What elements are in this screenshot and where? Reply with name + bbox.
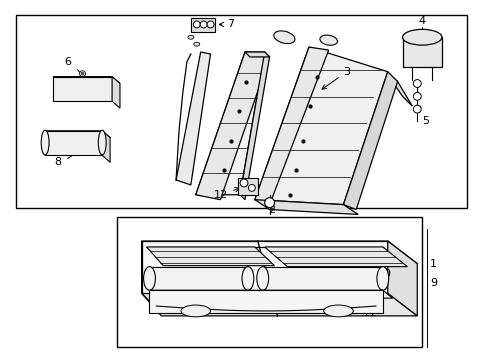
- Text: 7: 7: [219, 19, 234, 30]
- Circle shape: [193, 21, 200, 28]
- Polygon shape: [112, 77, 120, 108]
- Circle shape: [240, 179, 247, 187]
- Polygon shape: [53, 77, 112, 101]
- Text: 4: 4: [418, 15, 425, 26]
- Text: 12: 12: [214, 188, 239, 200]
- Ellipse shape: [273, 31, 294, 44]
- Polygon shape: [53, 77, 120, 84]
- Polygon shape: [176, 52, 210, 185]
- Polygon shape: [262, 267, 382, 290]
- Ellipse shape: [187, 35, 193, 39]
- Polygon shape: [264, 247, 407, 267]
- Ellipse shape: [323, 305, 352, 317]
- Polygon shape: [240, 52, 269, 200]
- Polygon shape: [102, 131, 110, 162]
- Polygon shape: [149, 290, 382, 313]
- Circle shape: [80, 71, 85, 77]
- Polygon shape: [45, 131, 102, 156]
- Polygon shape: [190, 18, 215, 32]
- Polygon shape: [142, 241, 416, 264]
- Bar: [16, 15, 466, 208]
- Polygon shape: [195, 52, 264, 195]
- Polygon shape: [385, 72, 411, 106]
- Polygon shape: [142, 293, 416, 316]
- Ellipse shape: [98, 130, 106, 155]
- Ellipse shape: [319, 35, 337, 45]
- Polygon shape: [343, 72, 397, 210]
- Bar: [117, 217, 421, 347]
- Text: 11: 11: [346, 307, 376, 318]
- Text: 9: 9: [429, 278, 436, 288]
- Circle shape: [200, 21, 206, 28]
- Circle shape: [412, 93, 420, 100]
- Polygon shape: [195, 52, 269, 200]
- Ellipse shape: [41, 130, 49, 155]
- Text: 2: 2: [267, 204, 275, 215]
- Text: 10: 10: [363, 269, 391, 279]
- Text: 1: 1: [429, 259, 436, 269]
- Text: 6: 6: [64, 57, 71, 67]
- Polygon shape: [254, 47, 328, 204]
- Polygon shape: [254, 47, 387, 204]
- Ellipse shape: [242, 267, 253, 290]
- Polygon shape: [402, 37, 441, 67]
- Ellipse shape: [376, 267, 388, 290]
- Polygon shape: [142, 241, 161, 313]
- Ellipse shape: [143, 267, 155, 290]
- Circle shape: [248, 184, 255, 191]
- Circle shape: [206, 21, 214, 28]
- Circle shape: [264, 198, 274, 208]
- Circle shape: [412, 80, 420, 87]
- Text: 5: 5: [421, 116, 428, 126]
- Polygon shape: [149, 290, 392, 298]
- Polygon shape: [387, 241, 416, 316]
- Polygon shape: [238, 178, 257, 195]
- Circle shape: [81, 72, 84, 75]
- Polygon shape: [142, 241, 387, 293]
- Ellipse shape: [181, 305, 210, 317]
- Polygon shape: [45, 131, 110, 138]
- Ellipse shape: [402, 30, 441, 45]
- Polygon shape: [149, 267, 247, 290]
- Polygon shape: [146, 247, 274, 266]
- Polygon shape: [254, 200, 358, 215]
- Text: 3: 3: [321, 67, 350, 89]
- Ellipse shape: [193, 42, 199, 46]
- Ellipse shape: [256, 267, 268, 290]
- Polygon shape: [244, 52, 269, 57]
- Text: 8: 8: [54, 157, 61, 167]
- Circle shape: [412, 105, 420, 113]
